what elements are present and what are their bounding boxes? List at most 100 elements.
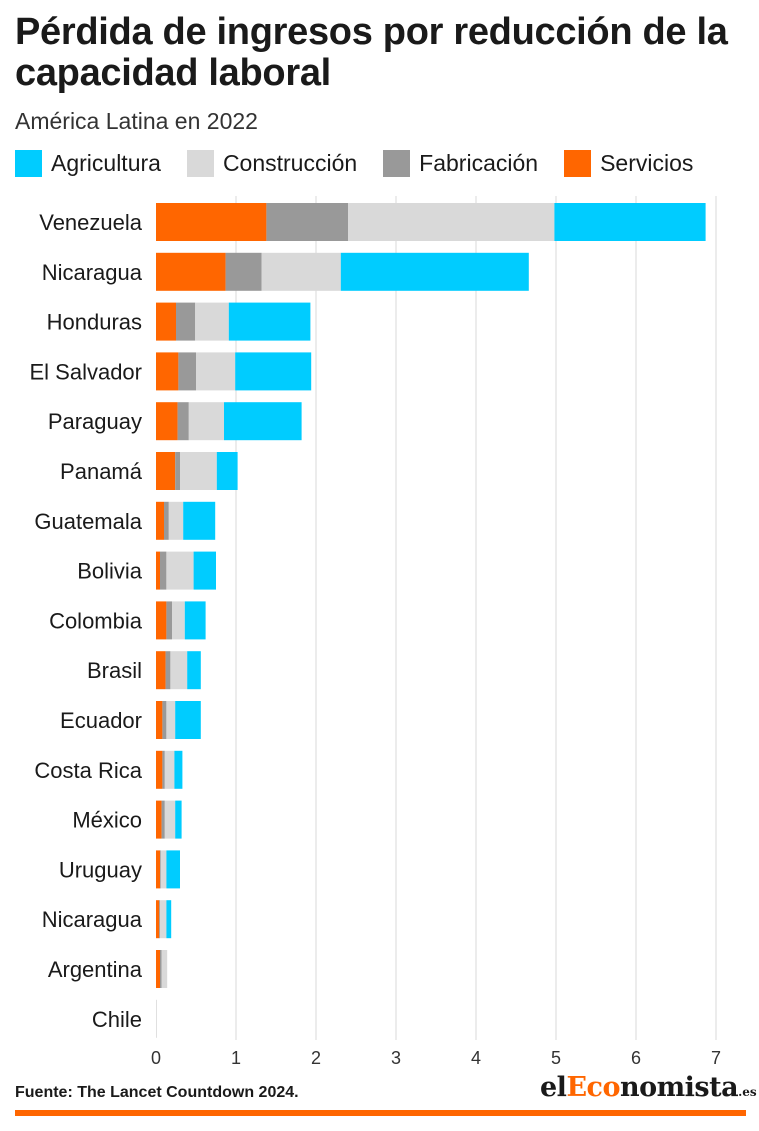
bar-servicios-guatemala-6 — [156, 501, 164, 540]
bar-agricultura-costa-rica-11 — [174, 750, 183, 789]
bottom-rule — [15, 1110, 746, 1116]
bar-agricultura-nicaragua-14 — [166, 900, 172, 939]
bar-fabricacion-panama-5 — [175, 452, 180, 490]
legend-swatch-servicios — [564, 150, 592, 177]
category-label-costa-rica-11: Costa Rica — [34, 758, 142, 783]
bar-construccion-mexico-12 — [164, 800, 176, 839]
category-label-colombia-8: Colombia — [49, 608, 143, 633]
category-label-ecuador-10: Ecuador — [60, 708, 142, 733]
bar-construccion-argentina-15 — [161, 950, 168, 988]
bar-construccion-guatemala-6 — [168, 501, 184, 540]
bar-servicios-nicaragua-14 — [156, 900, 160, 939]
bar-fabricacion-mexico-12 — [161, 800, 165, 839]
legend-swatch-agricultura — [15, 150, 42, 177]
bars — [156, 203, 706, 1038]
bar-agricultura-panama-5 — [216, 452, 238, 490]
x-tick-label-2: 2 — [311, 1048, 321, 1068]
bar-agricultura-brasil-9 — [187, 651, 201, 690]
bar-agricultura-venezuela-0 — [554, 203, 706, 241]
bar-construccion-uruguay-13 — [160, 850, 167, 889]
bar-fabricacion-nicaragua-1 — [225, 252, 262, 291]
bar-fabricacion-bolivia-7 — [160, 551, 167, 590]
x-tick-label-0: 0 — [151, 1048, 161, 1068]
bar-fabricacion-ecuador-10 — [162, 701, 167, 739]
bar-fabricacion-honduras-2 — [176, 302, 196, 341]
category-label-bolivia-7: Bolivia — [77, 559, 143, 584]
bar-fabricacion-colombia-8 — [166, 601, 172, 640]
bar-servicios-ecuador-10 — [156, 701, 163, 739]
bar-agricultura-ecuador-10 — [175, 701, 201, 739]
bar-servicios-el-salvador-3 — [156, 352, 179, 391]
category-label-chile-16: Chile — [92, 1007, 142, 1032]
bar-agricultura-uruguay-13 — [166, 850, 180, 889]
legend: Agricultura Construcción Fabricación Ser… — [15, 150, 719, 177]
legend-swatch-fabricacion — [383, 150, 411, 177]
bar-construccion-venezuela-0 — [348, 203, 555, 241]
category-label-venezuela-0: Venezuela — [39, 210, 143, 235]
legend-label-construccion: Construcción — [222, 150, 358, 176]
category-label-mexico-12: México — [72, 808, 142, 833]
bar-fabricacion-costa-rica-11 — [162, 750, 165, 789]
category-label-nicaragua-1: Nicaragua — [42, 260, 143, 285]
x-tick-label-3: 3 — [391, 1048, 401, 1068]
bar-servicios-bolivia-7 — [156, 551, 160, 590]
legend-label-fabricacion: Fabricación — [419, 150, 539, 176]
bar-construccion-ecuador-10 — [166, 701, 176, 739]
bar-servicios-brasil-9 — [156, 651, 166, 690]
bar-agricultura-paraguay-4 — [224, 402, 302, 441]
bar-construccion-paraguay-4 — [188, 402, 224, 441]
category-label-guatemala-6: Guatemala — [34, 509, 142, 534]
bar-fabricacion-venezuela-0 — [266, 203, 348, 241]
grid-lines — [235, 196, 717, 1040]
x-tick-label-5: 5 — [551, 1048, 561, 1068]
bar-servicios-paraguay-4 — [156, 402, 178, 441]
chart-subtitle: América Latina en 2022 — [15, 108, 258, 134]
bar-agricultura-el-salvador-3 — [235, 352, 312, 391]
x-tick-label-7: 7 — [711, 1048, 721, 1068]
brand-logo: elEconomista.es — [540, 1072, 757, 1103]
bar-servicios-panama-5 — [156, 452, 176, 490]
category-label-nicaragua-14: Nicaragua — [42, 907, 143, 932]
category-label-panama-5: Panamá — [60, 459, 143, 484]
legend-item-servicios: Servicios — [564, 150, 693, 177]
legend-item-agricultura: Agricultura — [15, 150, 161, 177]
bar-fabricacion-nicaragua-14 — [159, 900, 160, 939]
brand-accent: Eco — [566, 1072, 620, 1103]
category-label-argentina-15: Argentina — [48, 957, 143, 982]
bar-construccion-honduras-2 — [195, 302, 229, 341]
bar-fabricacion-uruguay-13 — [160, 850, 161, 889]
bar-fabricacion-guatemala-6 — [164, 501, 169, 540]
legend-item-fabricacion: Fabricación — [383, 150, 538, 177]
category-labels: Venezuela Nicaragua Honduras El Salvador Par… — [29, 210, 142, 1032]
bar-construccion-brasil-9 — [170, 651, 188, 690]
x-axis-ticks: 0 1 2 3 4 5 6 7 — [151, 1048, 721, 1068]
bar-agricultura-mexico-12 — [175, 800, 182, 839]
bar-construccion-panama-5 — [180, 452, 217, 490]
bar-servicios-nicaragua-1 — [156, 252, 226, 291]
bar-construccion-chile-16 — [156, 999, 157, 1038]
category-label-honduras-2: Honduras — [47, 310, 142, 335]
bar-agricultura-nicaragua-1 — [340, 252, 529, 291]
bar-agricultura-honduras-2 — [228, 302, 311, 341]
brand-prefix: el — [540, 1072, 567, 1103]
bar-construccion-nicaragua-14 — [160, 900, 167, 939]
bar-fabricacion-paraguay-4 — [177, 402, 189, 441]
bar-servicios-colombia-8 — [156, 601, 167, 640]
brand-tld: .es — [738, 1085, 757, 1099]
category-label-el-salvador-3: El Salvador — [29, 359, 142, 384]
bar-servicios-costa-rica-11 — [156, 750, 163, 789]
source-note: Fuente: The Lancet Countdown 2024. — [15, 1084, 299, 1101]
legend-label-agricultura: Agricultura — [51, 150, 161, 176]
x-tick-label-1: 1 — [231, 1048, 241, 1068]
bar-construccion-colombia-8 — [172, 601, 185, 640]
bar-agricultura-bolivia-7 — [193, 551, 216, 590]
x-tick-label-4: 4 — [471, 1048, 481, 1068]
x-tick-label-6: 6 — [631, 1048, 641, 1068]
bar-fabricacion-el-salvador-3 — [178, 352, 196, 391]
brand-main: nomista — [619, 1072, 739, 1103]
legend-label-servicios: Servicios — [600, 150, 694, 176]
bar-fabricacion-argentina-15 — [160, 950, 162, 988]
bar-construccion-nicaragua-1 — [261, 252, 341, 291]
bar-servicios-honduras-2 — [156, 302, 176, 341]
